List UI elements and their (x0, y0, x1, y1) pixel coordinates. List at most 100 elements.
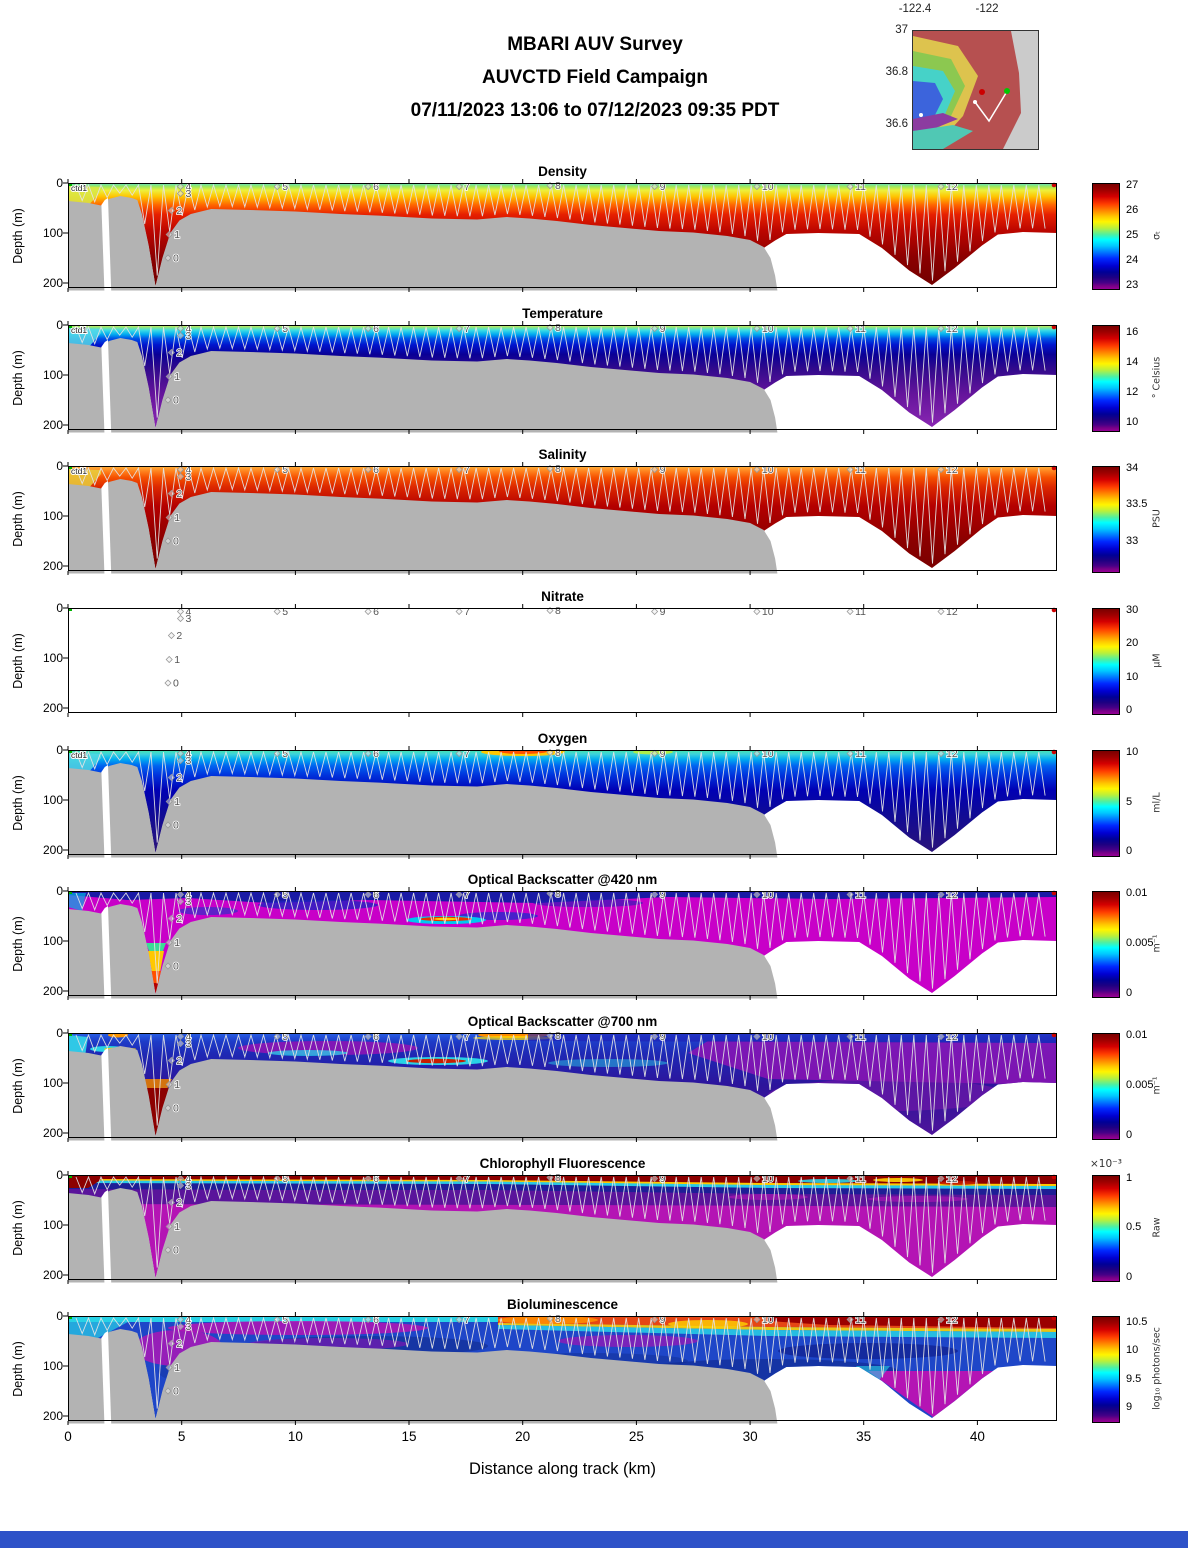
waypoint-number: 5 (282, 1031, 288, 1043)
waypoint-number: 6 (373, 1173, 379, 1185)
waypoint-number: 5 (282, 1173, 288, 1185)
waypoint-number: 6 (373, 748, 379, 760)
plot-border (68, 1033, 1057, 1138)
waypoint-diamond (846, 607, 854, 616)
waypoint-diamond (455, 182, 463, 191)
waypoint-number: 12 (946, 464, 958, 476)
waypoint-diamond (753, 1032, 761, 1041)
waypoint-diamond (364, 749, 372, 758)
waypoint-diamond (165, 513, 173, 522)
colorbar-obs700 (1092, 1033, 1120, 1140)
waypoint-diamond (165, 1080, 173, 1089)
waypoint-diamond (455, 465, 463, 474)
waypoint-diamond (167, 348, 175, 357)
waypoint-diamond (164, 396, 172, 404)
waypoint-number: 7 (464, 1031, 470, 1043)
colorbar-density (1092, 183, 1120, 290)
y-tick-0: 0 (56, 884, 63, 898)
waypoint-number: 3 (186, 755, 192, 767)
waypoint-diamond (165, 1222, 173, 1231)
waypoint-diamond (937, 607, 945, 616)
waypoint-diamond (165, 1363, 173, 1372)
track-start-marker (68, 1033, 72, 1036)
waypoint-diamond (651, 324, 659, 333)
waypoint-number: 4 (186, 323, 192, 335)
y-axis-label: Depth (m) (11, 775, 25, 831)
waypoint-number: 3 (186, 1180, 192, 1192)
waypoint-diamond (364, 465, 372, 474)
seafloor-bathymetry (68, 763, 778, 858)
waypoint-number: 4 (186, 606, 192, 618)
colorbar-unit-label: log₁₀ photons/sec (1151, 1327, 1163, 1410)
plot-border (68, 183, 1057, 288)
waypoint-diamond (167, 773, 175, 782)
colorbar-tick-label: 10 (1126, 416, 1139, 429)
waypoint-number: 2 (176, 488, 182, 500)
y-tick-100: 100 (42, 509, 63, 523)
colorbar-tick-label: 0 (1126, 845, 1133, 858)
y-axis-label: Depth (m) (11, 633, 25, 689)
waypoint-number: 5 (282, 889, 288, 901)
y-axis-label: Depth (m) (11, 1341, 25, 1397)
waypoint-number: 5 (282, 181, 288, 193)
waypoint-number: 0 (173, 820, 179, 832)
waypoint-number: 6 (373, 1314, 379, 1326)
y-axis-label: Depth (m) (11, 1058, 25, 1114)
y-tick-200: 200 (42, 984, 63, 998)
waypoint-number: 9 (660, 181, 666, 193)
waypoint-diamond (167, 914, 175, 923)
colorbar-salinity (1092, 466, 1120, 573)
waypoint-number: 7 (464, 889, 470, 901)
seafloor-bathymetry (68, 1188, 778, 1283)
title-line-2: AUVCTD Field Campaign (482, 67, 708, 88)
data-field (68, 1316, 1057, 1420)
waypoint-diamond (273, 890, 281, 899)
waypoint-diamond (753, 607, 761, 616)
waypoint-number: 2 (176, 205, 182, 217)
colorbar-tick-label: 27 (1126, 178, 1139, 191)
waypoint-diamond (753, 465, 761, 474)
colorbar-nitrate (1092, 608, 1120, 715)
panel-title-oxygen: Oxygen (537, 731, 588, 746)
map-lon-label-1: -122.4 (898, 3, 932, 15)
colorbar-tick-label: 0.01 (1126, 886, 1148, 899)
x-tick-label-5: 5 (177, 1429, 186, 1444)
plot-border (68, 1175, 1057, 1280)
waypoint-diamond (651, 1032, 659, 1041)
waypoint-diamond (164, 254, 172, 262)
plot-border (68, 891, 1057, 996)
y-tick-200: 200 (42, 276, 63, 290)
waypoint-number: 1 (174, 229, 180, 241)
colorbar-temperature (1092, 325, 1120, 432)
waypoint-diamond (455, 890, 463, 899)
y-tick-200: 200 (42, 1126, 63, 1140)
waypoint-number: 9 (660, 748, 666, 760)
waypoint-diamond (273, 749, 281, 758)
waypoint-number: 11 (855, 464, 866, 476)
waypoint-diamond (164, 962, 172, 970)
waypoint-diamond (937, 1032, 945, 1041)
waypoint-diamond (167, 1198, 175, 1207)
waypoint-diamond (753, 1174, 761, 1183)
y-tick-200: 200 (42, 1409, 63, 1423)
colorbar-tick-label: 0 (1126, 1129, 1133, 1142)
map-bathymetry-image (913, 31, 1038, 149)
waypoint-diamond (164, 1104, 172, 1112)
waypoint-number: 6 (373, 323, 379, 335)
colorbar-tick-label: 10 (1126, 745, 1139, 758)
panel-title-chl: Chlorophyll Fluorescence (479, 1156, 646, 1171)
waypoint-diamond (364, 182, 372, 191)
waypoint-number: 7 (464, 323, 470, 335)
y-tick-0: 0 (56, 1309, 63, 1323)
waypoint-diamond (651, 465, 659, 474)
waypoint-number: 0 (173, 678, 179, 690)
waypoint-diamond (937, 324, 945, 333)
waypoint-diamond (176, 182, 185, 191)
map-land-mask (1003, 31, 1038, 149)
